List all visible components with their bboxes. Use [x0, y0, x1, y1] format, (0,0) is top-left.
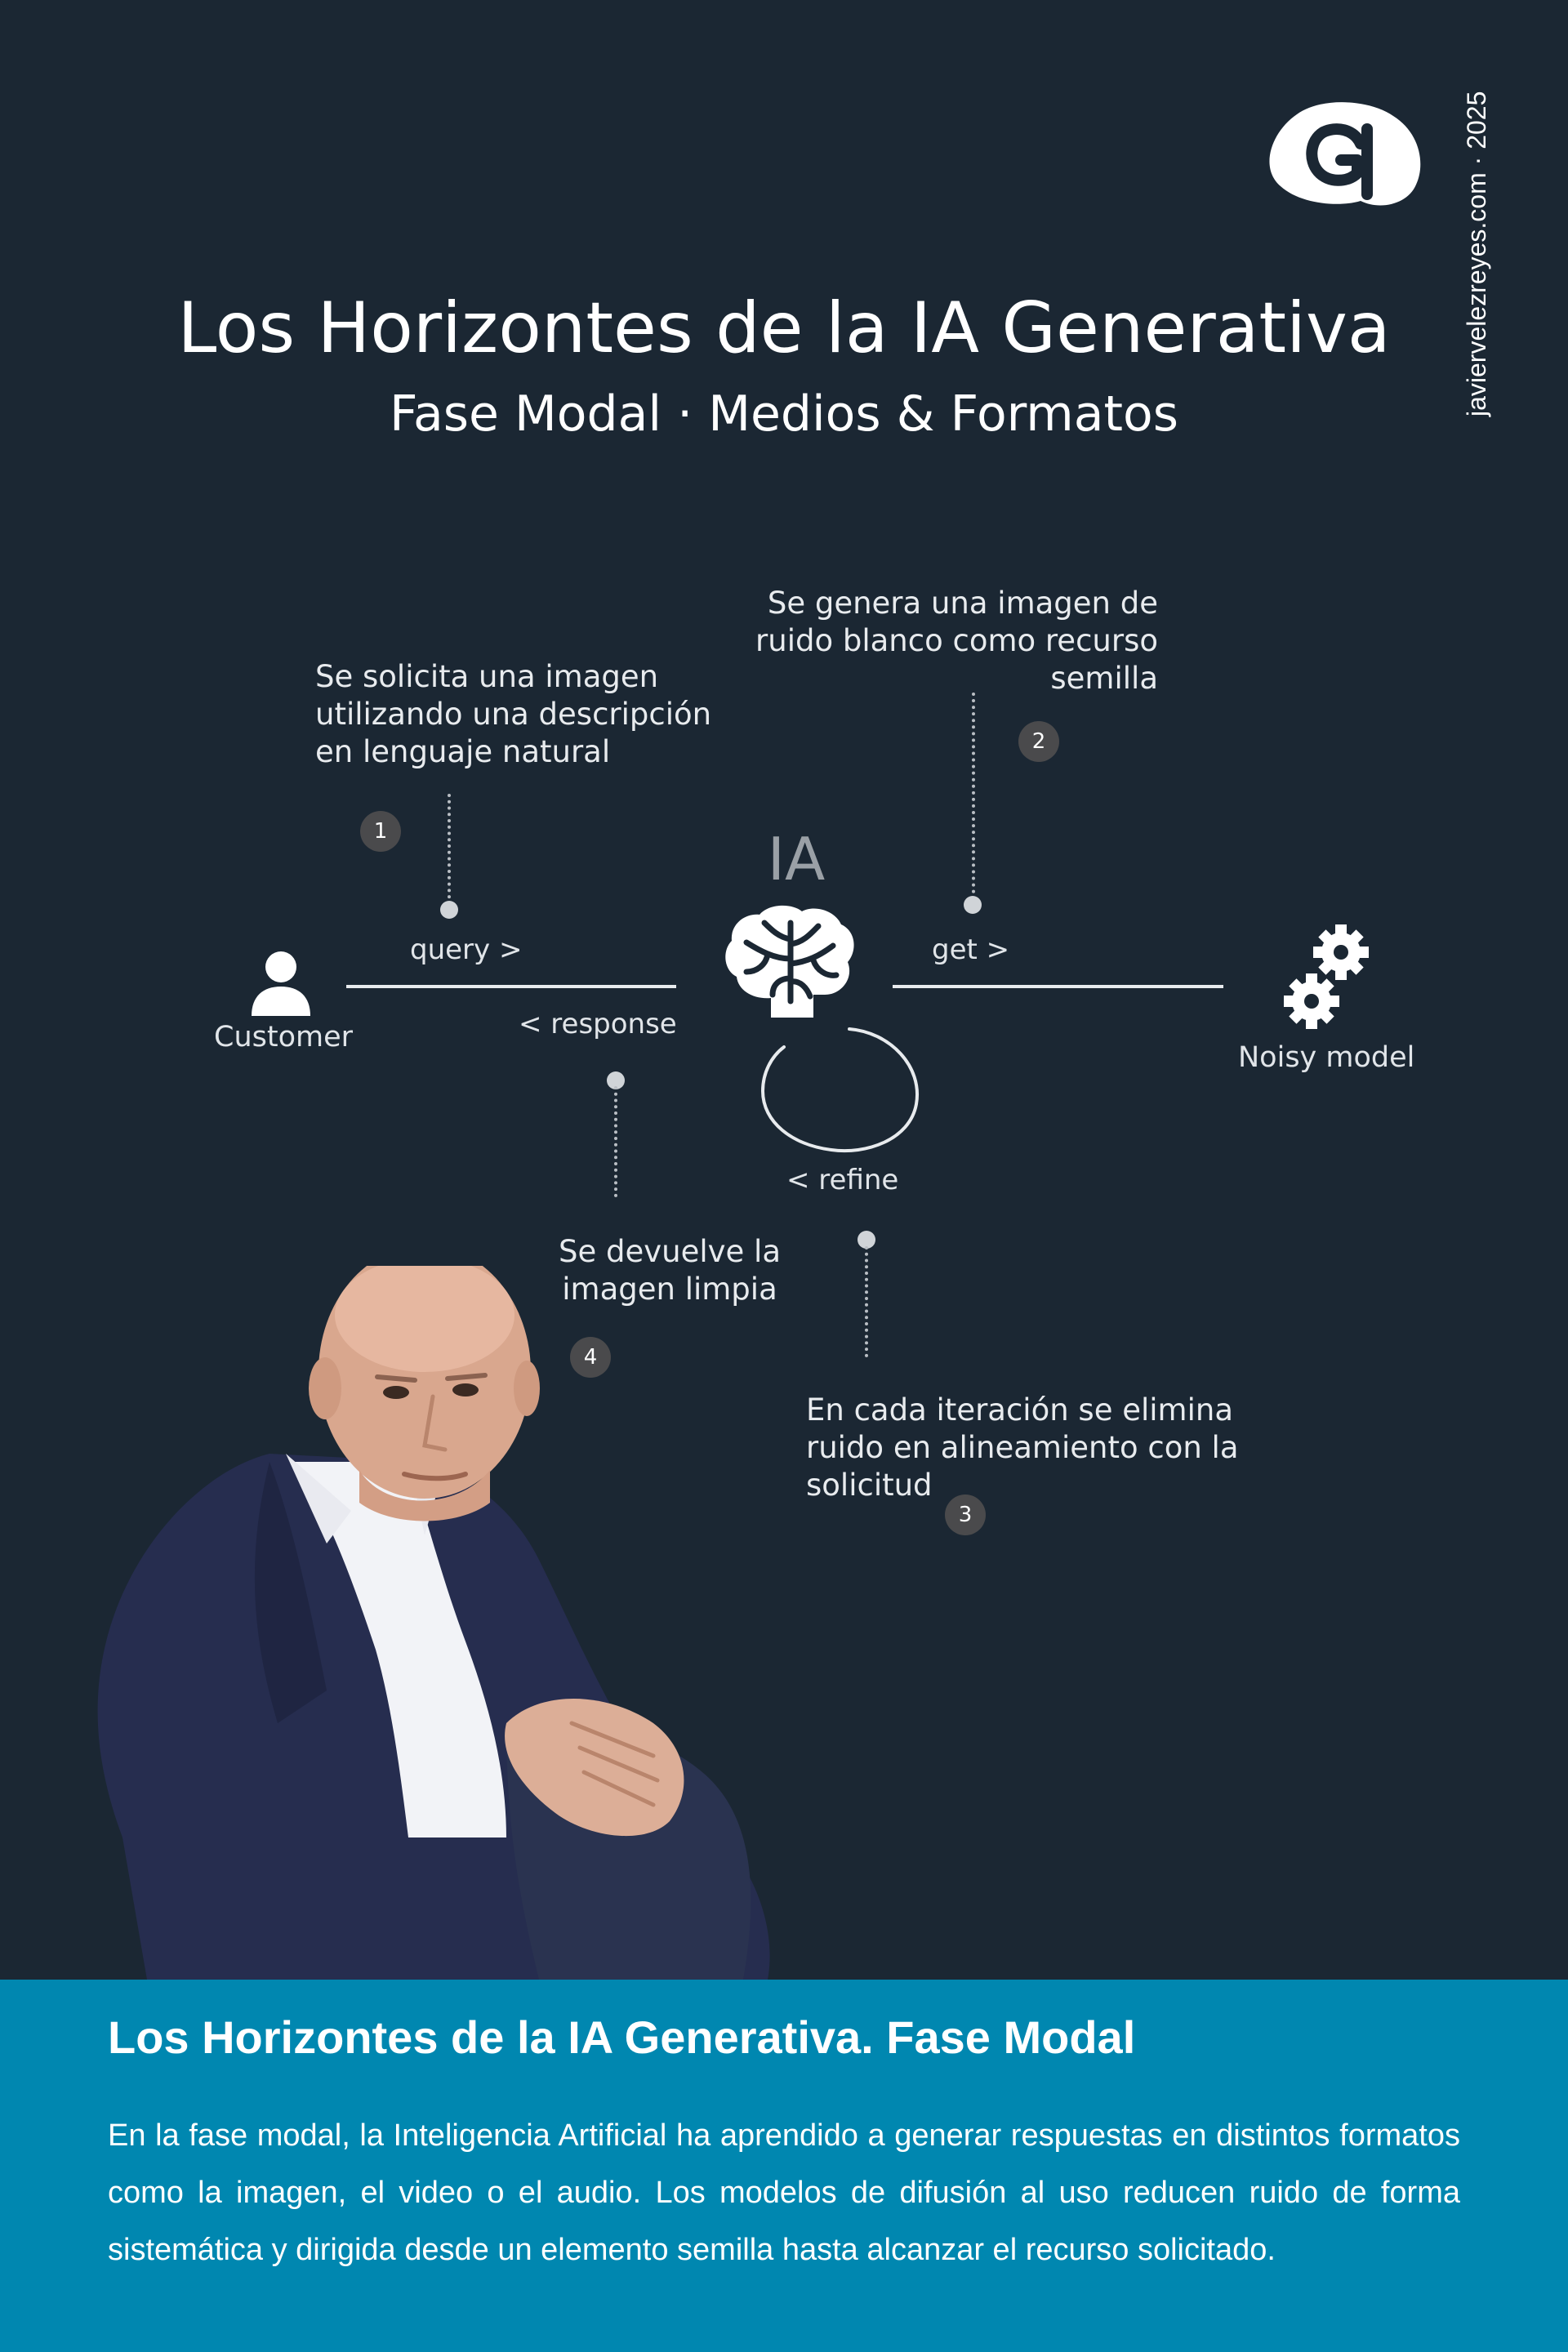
gears-icon — [1282, 923, 1372, 1031]
ia-noisy-line — [893, 985, 1223, 988]
step-3-text: En cada iteración se elimina ruido en al… — [806, 1392, 1239, 1503]
brain-icon — [722, 903, 856, 1019]
step-4-text: Se devuelve la imagen limpia — [558, 1234, 782, 1307]
page-subtitle: Fase Modal · Medios & Formatos — [390, 385, 1178, 443]
step-1-badge: 1 — [360, 811, 401, 852]
step-1-dot — [440, 901, 458, 919]
brand-logo-icon — [1264, 96, 1424, 211]
user-icon — [250, 951, 312, 1016]
refine-loop — [760, 1026, 923, 1156]
step-4-connector — [614, 1086, 617, 1197]
step-2-dot — [964, 896, 982, 914]
step-3-connector — [865, 1246, 868, 1357]
footer-title: Los Horizontes de la IA Generativa. Fase… — [108, 2011, 1136, 2063]
footer-body: En la fase modal, la Inteligencia Artifi… — [108, 2118, 1460, 2267]
step-2-connector — [972, 693, 975, 900]
customer-label: Customer — [214, 1021, 354, 1054]
step-4-dot — [607, 1071, 625, 1089]
step-3-badge: 3 — [945, 1494, 986, 1535]
footer-panel — [0, 1980, 1568, 2352]
step-2-text: Se genera una imagen de ruido blanco com… — [755, 586, 1158, 696]
step-2-badge: 2 — [1018, 721, 1059, 762]
customer-ia-line — [346, 985, 676, 988]
refine-label: < refine — [786, 1164, 899, 1196]
ia-label: IA — [767, 825, 826, 893]
query-label: query > — [410, 933, 523, 966]
get-label: get > — [932, 933, 1010, 966]
step-1-connector — [448, 794, 451, 905]
noisy-model-label: Noisy model — [1238, 1041, 1415, 1074]
response-label: < response — [519, 1008, 677, 1040]
step-4-badge: 4 — [570, 1337, 611, 1378]
page-title: Los Horizontes de la IA Generativa — [177, 287, 1391, 369]
step-3-dot — [858, 1231, 875, 1249]
step-1-text: Se solicita una imagen utilizando una de… — [315, 659, 712, 769]
author-portrait — [82, 1245, 776, 1980]
